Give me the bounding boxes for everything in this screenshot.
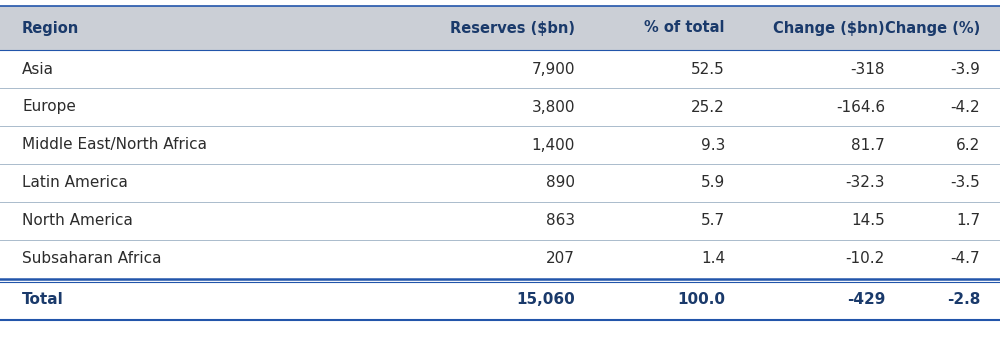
- Text: 9.3: 9.3: [701, 138, 725, 152]
- Bar: [0, 6, 1000, 50]
- Text: 7,900: 7,900: [532, 62, 575, 76]
- Text: -429: -429: [847, 292, 885, 307]
- Text: 14.5: 14.5: [851, 214, 885, 228]
- Text: Middle East/North Africa: Middle East/North Africa: [22, 138, 207, 152]
- Text: -3.9: -3.9: [950, 62, 980, 76]
- Text: 3,800: 3,800: [532, 99, 575, 115]
- Text: North America: North America: [22, 214, 133, 228]
- Text: 6.2: 6.2: [956, 138, 980, 152]
- Text: Reserves ($bn): Reserves ($bn): [450, 21, 575, 35]
- Text: -318: -318: [850, 62, 885, 76]
- Text: 207: 207: [546, 251, 575, 267]
- Text: -4.7: -4.7: [950, 251, 980, 267]
- Text: 5.9: 5.9: [701, 175, 725, 191]
- Text: 52.5: 52.5: [691, 62, 725, 76]
- Text: -10.2: -10.2: [846, 251, 885, 267]
- Text: 890: 890: [546, 175, 575, 191]
- Text: Change ($bn): Change ($bn): [773, 21, 885, 35]
- Text: 863: 863: [546, 214, 575, 228]
- Text: Subsaharan Africa: Subsaharan Africa: [22, 251, 162, 267]
- Text: 15,060: 15,060: [516, 292, 575, 307]
- Text: -4.2: -4.2: [950, 99, 980, 115]
- Text: Region: Region: [22, 21, 79, 35]
- Text: 81.7: 81.7: [851, 138, 885, 152]
- Text: 1,400: 1,400: [532, 138, 575, 152]
- Text: 1.4: 1.4: [701, 251, 725, 267]
- Text: Total: Total: [22, 292, 64, 307]
- Text: 100.0: 100.0: [677, 292, 725, 307]
- Text: Asia: Asia: [22, 62, 54, 76]
- Text: 25.2: 25.2: [691, 99, 725, 115]
- Text: -32.3: -32.3: [846, 175, 885, 191]
- Text: % of total: % of total: [644, 21, 725, 35]
- Text: Latin America: Latin America: [22, 175, 128, 191]
- Text: -164.6: -164.6: [836, 99, 885, 115]
- Text: -2.8: -2.8: [947, 292, 980, 307]
- Bar: [0, 50, 1000, 325]
- Text: 1.7: 1.7: [956, 214, 980, 228]
- Text: Change (%): Change (%): [885, 21, 980, 35]
- Text: Europe: Europe: [22, 99, 76, 115]
- Text: -3.5: -3.5: [950, 175, 980, 191]
- Text: 5.7: 5.7: [701, 214, 725, 228]
